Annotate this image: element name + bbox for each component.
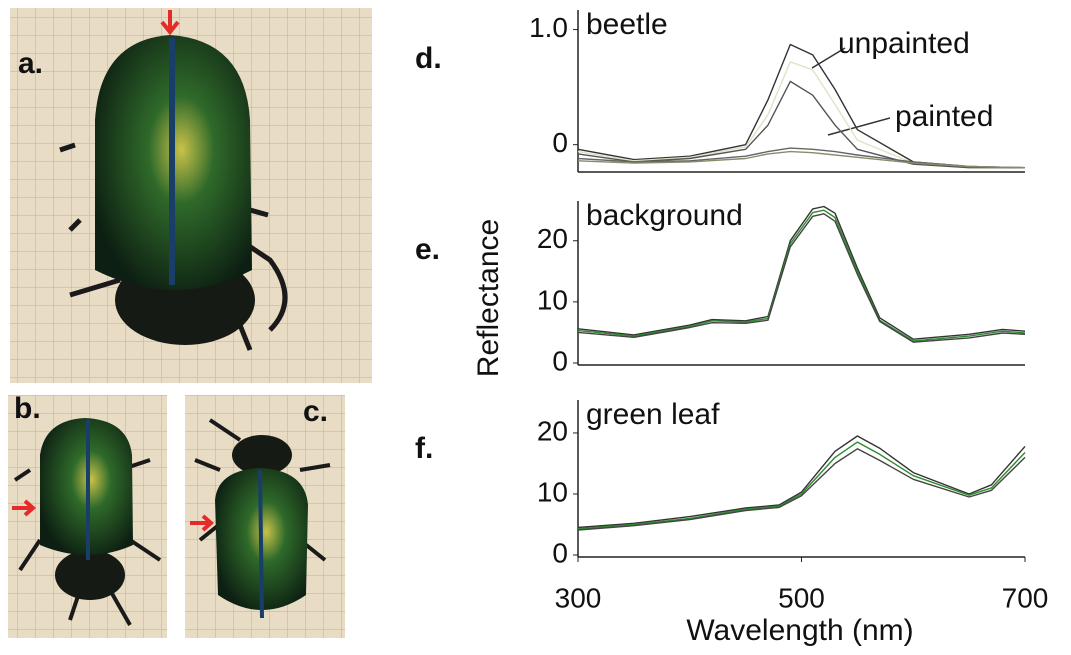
y-tick-label: 0 — [552, 345, 568, 376]
photo-c — [185, 395, 345, 638]
panel-label: f. — [415, 432, 433, 465]
panel-label: e. — [415, 233, 440, 266]
y-tick-label: 0 — [552, 537, 568, 568]
y-tick-label: 10 — [537, 476, 568, 507]
series-line — [577, 209, 1026, 342]
series-line — [577, 147, 1026, 169]
y-tick-label: 10 — [537, 284, 568, 315]
y-tick-label: 0 — [552, 127, 568, 158]
y-tick-label: 20 — [537, 415, 568, 446]
annotation: unpainted — [838, 27, 970, 60]
series-line — [577, 213, 1026, 343]
panel-label: c. — [303, 395, 328, 428]
series-line — [577, 150, 1026, 169]
panel-label: b. — [14, 392, 41, 425]
y-axis-label: Reflectance — [472, 219, 505, 377]
panel-label: a. — [18, 47, 43, 80]
annotation: painted — [895, 100, 993, 133]
y-tick-label: 20 — [537, 223, 568, 254]
series-line — [577, 435, 1026, 529]
leader-line — [811, 47, 891, 136]
panel-label: d. — [415, 42, 442, 75]
series-line — [577, 448, 1026, 531]
x-tick-label: 300 — [555, 582, 602, 613]
photo-a — [10, 8, 372, 383]
x-axis-label: Wavelength (nm) — [686, 614, 913, 647]
y-tick-label: 1.0 — [529, 12, 568, 43]
series-line — [577, 80, 1025, 169]
x-tick-label: 700 — [1002, 582, 1049, 613]
x-tick-label: 500 — [778, 582, 825, 613]
series-line — [577, 441, 1026, 530]
chart-title: beetle — [586, 8, 668, 41]
series-line — [577, 205, 1026, 340]
chart-title: green leaf — [586, 398, 720, 431]
photo-b — [8, 395, 167, 638]
chart-title: background — [586, 199, 743, 232]
